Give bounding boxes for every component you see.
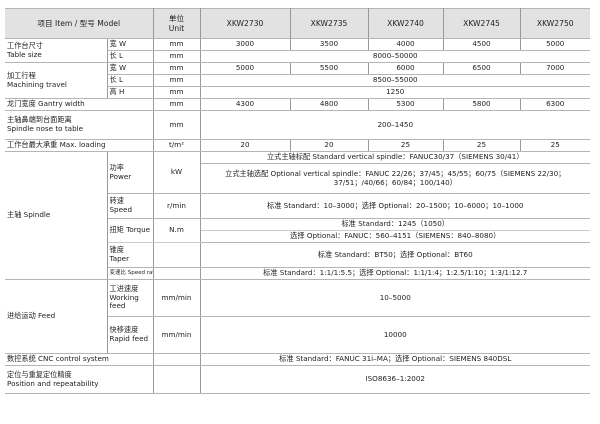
header-model: XKW2750 [519, 8, 590, 39]
header-model: XKW2745 [442, 8, 521, 39]
value: 4800 [289, 98, 369, 111]
speed-label: 转速 Speed [107, 193, 154, 219]
table-row: 数控系统 CNC control system 标准 Standard：FANU… [5, 353, 590, 366]
unit: mm [152, 62, 201, 75]
header-item: 项目 Item / 型号 Model [5, 8, 154, 39]
value: 25 [519, 139, 590, 152]
unit: mm/min [152, 279, 201, 317]
table-row: 加工行程 Machining travel 宽 W mm 5000 5500 60… [5, 62, 590, 99]
gantry-label: 龙门宽度 Gantry width [5, 98, 154, 111]
spec-table: 项目 Item / 型号 Model 单位 Unit XKW2730 XKW273… [5, 8, 590, 394]
unit-empty [152, 365, 201, 394]
unit: mm [152, 110, 201, 140]
loading-label: 工作台最大承重 Max. loading [5, 139, 154, 152]
value: 立式主轴标配 Standard vertical spindle：FANUC30… [199, 151, 590, 164]
table-row: 定位与重复定位精度 Position and repeatability ISO8… [5, 365, 590, 394]
unit: mm/min [152, 316, 201, 354]
unit: r/min [152, 193, 201, 219]
value: 3000 [199, 38, 291, 51]
table-row: 龙门宽度 Gantry width mm 4300 4800 5300 5800… [5, 98, 590, 111]
unit-empty [152, 353, 201, 366]
value: 20 [289, 139, 369, 152]
table-size-label: 工作台尺寸 Table size [5, 38, 108, 63]
unit: mm [152, 86, 201, 99]
cnc-label: 数控系统 CNC control system [5, 353, 154, 366]
unit: t/m² [152, 139, 201, 152]
value: 5300 [367, 98, 444, 111]
value: 3500 [289, 38, 369, 51]
unit-empty [152, 242, 201, 268]
value: 4500 [442, 38, 521, 51]
unit: N.m [152, 218, 201, 243]
value: 5000 [519, 38, 590, 51]
value: 6300 [519, 98, 590, 111]
value: 20 [199, 139, 291, 152]
unit: mm [152, 50, 201, 63]
value: 标准 Standard：1:1/1:5.5；选择 Optional：1:1/1:… [199, 267, 590, 280]
unit: mm [152, 38, 201, 51]
rapid-feed-label: 快移速度 Rapid feed [107, 316, 154, 354]
value: 8500–55000 [199, 74, 590, 87]
value: 25 [442, 139, 521, 152]
unit: mm [152, 74, 201, 87]
value: 标准 Standard：FANUC 31i–MA；选择 Optional：SIE… [199, 353, 590, 366]
table-row: 立式主轴选配 Optional vertical spindle：FANUC 2… [5, 163, 590, 194]
torque-label: 扭矩 Torque [107, 218, 154, 243]
header-unit: 单位 Unit [152, 8, 201, 39]
value: 标准 Standard：10–3000；选择 Optional：20–1500；… [199, 193, 590, 219]
spindle-label: 主轴 Spindle [5, 151, 108, 280]
value: 8000–50000 [199, 50, 590, 63]
value: 6000 [367, 62, 444, 75]
power-label: 功率 Power [106, 151, 154, 194]
machining-label: 加工行程 Machining travel [5, 62, 108, 99]
header-row: 项目 Item / 型号 Model 单位 Unit XKW2730 XKW273… [5, 8, 590, 39]
header-model: XKW2735 [289, 8, 369, 39]
table-row: 主轴鼻端到台面距离 Spindle nose to table mm 200–14… [5, 110, 590, 140]
value: 5800 [442, 98, 521, 111]
value: 4000 [367, 38, 444, 51]
table-row: 工作台最大承重 Max. loading t/m² 20 20 25 25 25 [5, 139, 590, 152]
value: 25 [367, 139, 444, 152]
value: 标准 Standard：1245（1050） [199, 218, 590, 231]
sub-label: 长 L [107, 74, 154, 87]
value: 5500 [289, 62, 369, 75]
header-model: XKW2740 [367, 8, 444, 39]
table-row: 高 H mm 1250 [5, 86, 590, 99]
value: 1250 [199, 86, 590, 99]
table-row: 进给运动 Feed 工进速度 Working feed mm/min 10–500… [5, 279, 590, 354]
header-model: XKW2730 [199, 8, 291, 39]
value: ISO8636–1:2002 [199, 365, 590, 394]
value: 200–1450 [199, 110, 590, 140]
table-row: 长 L mm 8000–50000 [5, 50, 590, 63]
table-row: 主轴 Spindle 功率 Power kW 立式主轴标配 Standard ve… [5, 151, 590, 280]
sub-label: 高 H [107, 86, 154, 99]
working-feed-label: 工进速度 Working feed [106, 279, 154, 317]
value: 5000 [199, 62, 291, 75]
sub-label: 宽 W [106, 38, 154, 51]
ratio-label: 变速比 Speed ratio [107, 267, 154, 280]
value: 标准 Standard：BT50；选择 Optional：BT60 [199, 242, 590, 268]
value: 7000 [519, 62, 590, 75]
unit: mm [152, 98, 201, 111]
value: 4300 [199, 98, 291, 111]
nose-label: 主轴鼻端到台面距离 Spindle nose to table [5, 110, 154, 140]
value: 10–5000 [199, 279, 590, 317]
feed-label: 进给运动 Feed [5, 279, 108, 354]
sub-label: 宽 W [106, 62, 154, 75]
taper-label: 锥度 Taper [107, 242, 154, 268]
table-row: 工作台尺寸 Table size 宽 W mm 3000 3500 4000 45… [5, 38, 590, 63]
table-row: 快移速度 Rapid feed mm/min 10000 [5, 316, 590, 354]
value: 6500 [442, 62, 521, 75]
value: 立式主轴选配 Optional vertical spindle：FANUC 2… [200, 163, 590, 194]
table-row: 变速比 Speed ratio 标准 Standard：1:1/1:5.5；选择… [5, 267, 590, 280]
unit-empty [152, 267, 201, 280]
value: 选择 Optional：FANUC：560–4151（SIEMENS：840–8… [200, 230, 590, 243]
unit: kW [152, 151, 201, 194]
position-label: 定位与重复定位精度 Position and repeatability [5, 365, 154, 394]
value: 10000 [199, 316, 590, 354]
sub-label: 长 L [107, 50, 154, 63]
